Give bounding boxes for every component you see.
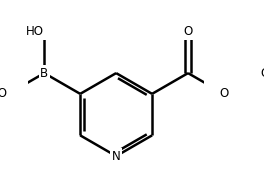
Text: B: B xyxy=(40,67,48,80)
Text: HO: HO xyxy=(26,25,44,38)
Text: CH₃: CH₃ xyxy=(261,67,264,80)
Text: O: O xyxy=(183,25,193,38)
Text: HO: HO xyxy=(0,87,8,100)
Text: N: N xyxy=(112,150,121,163)
Text: O: O xyxy=(219,87,229,100)
